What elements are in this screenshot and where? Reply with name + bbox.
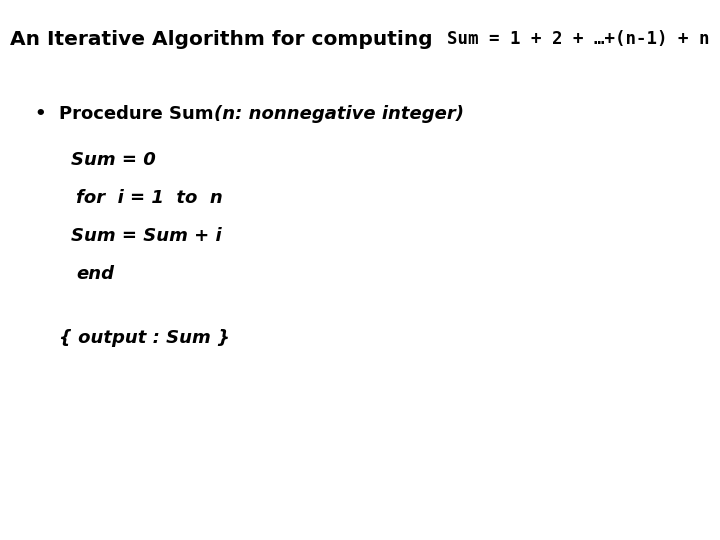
Text: Procedure Sum: Procedure Sum (59, 105, 214, 123)
Text: { output : Sum }: { output : Sum } (59, 329, 230, 347)
Text: Sum = 0: Sum = 0 (71, 151, 156, 169)
Text: (n: nonnegative integer): (n: nonnegative integer) (214, 105, 464, 123)
Text: Sum = Sum + i: Sum = Sum + i (71, 227, 221, 245)
Text: Sum = 1 + 2 + …+(n-1) + n: Sum = 1 + 2 + …+(n-1) + n (446, 30, 709, 48)
Text: •: • (35, 105, 46, 123)
Text: end: end (76, 265, 114, 282)
Text: An Iterative Algorithm for computing: An Iterative Algorithm for computing (10, 30, 446, 49)
Text: for  i = 1  to  n: for i = 1 to n (76, 189, 223, 207)
